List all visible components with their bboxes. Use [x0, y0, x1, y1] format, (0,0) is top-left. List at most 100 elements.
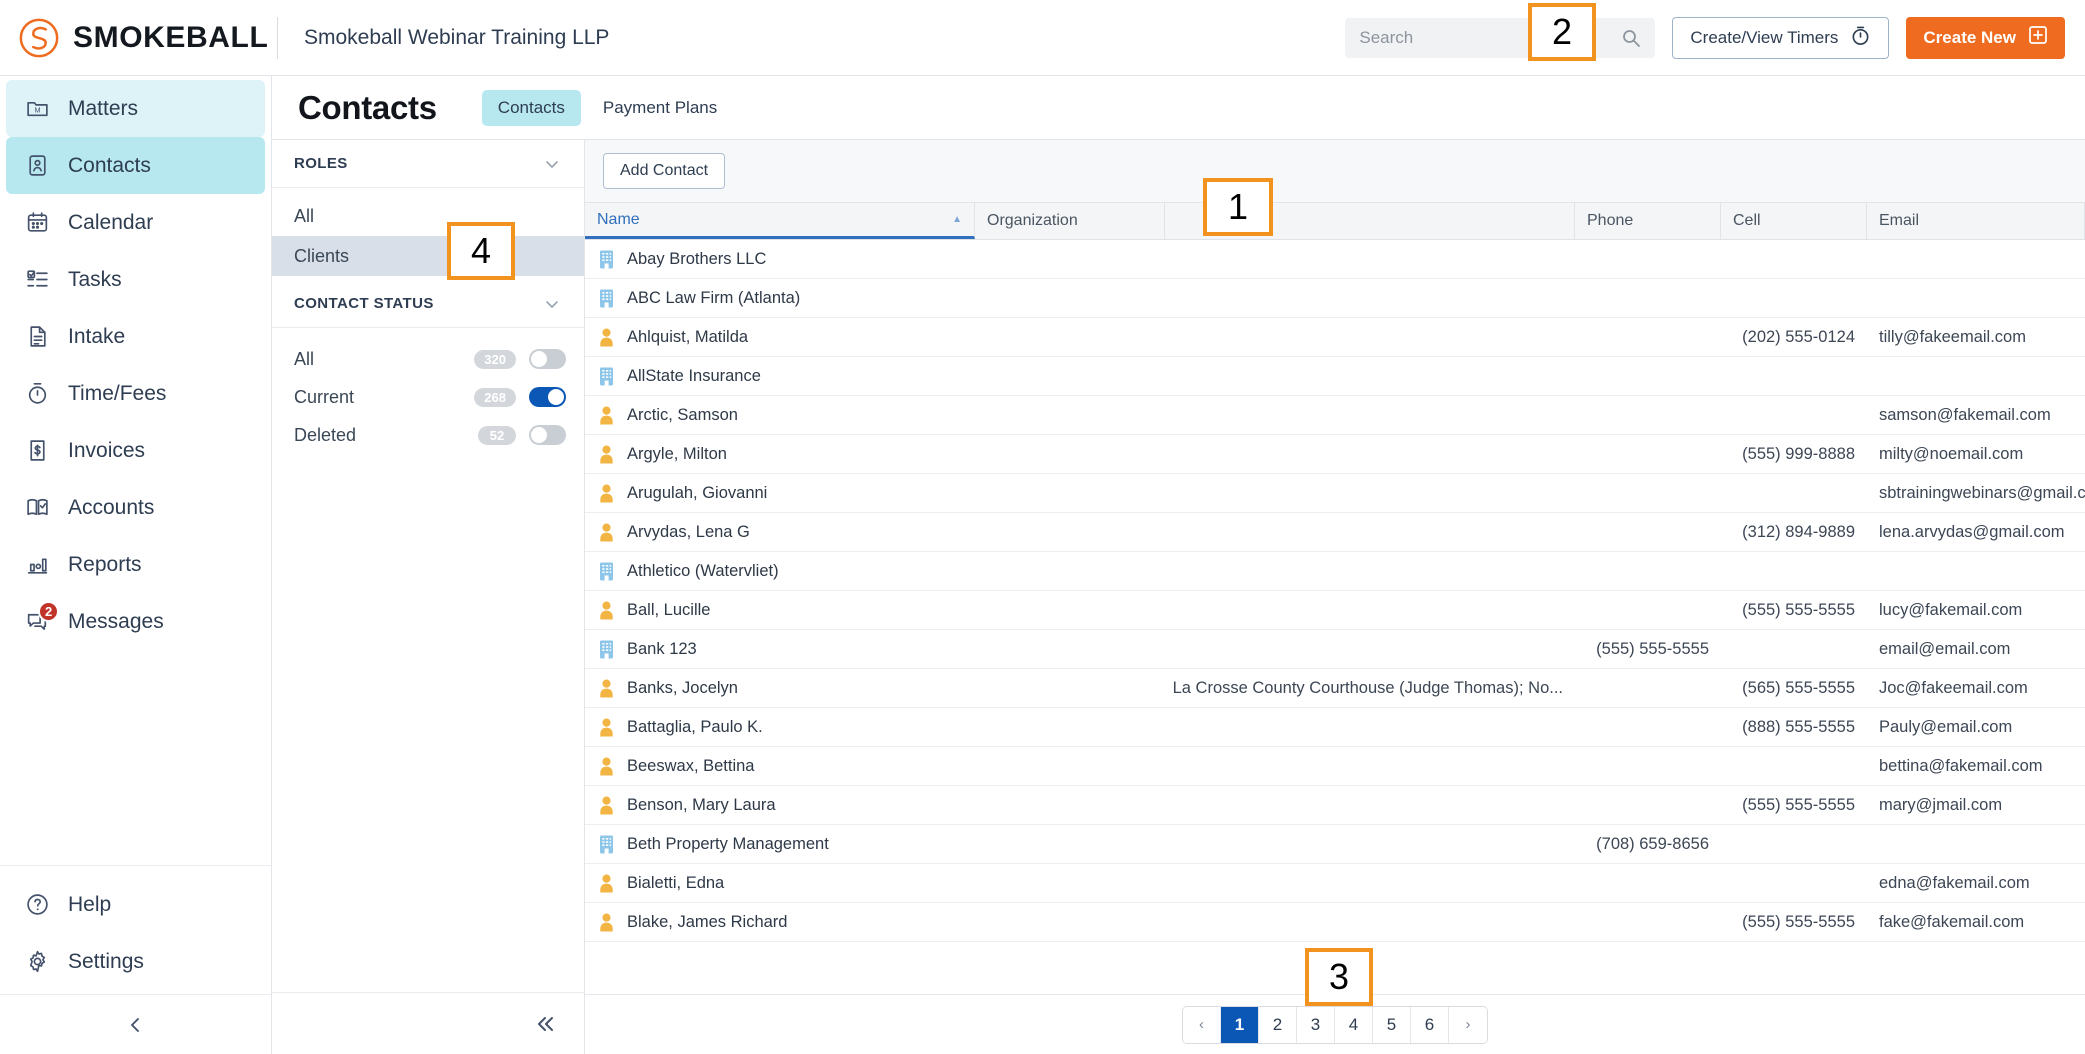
table-row[interactable]: Bialetti, Edna edna@fakemail.com	[585, 864, 2085, 903]
column-header-blank[interactable]	[1165, 203, 1575, 239]
cell-email: lucy@fakemail.com	[1879, 600, 2023, 619]
annotation-marker-1: 1	[1203, 178, 1273, 236]
create-view-timers-button[interactable]: Create/View Timers	[1672, 16, 1890, 59]
sidebar-item-label: Contacts	[68, 153, 151, 177]
filter-panel: ROLES All Clients CONTACT STATUS	[272, 140, 585, 1054]
search-icon[interactable]	[1621, 28, 1641, 48]
roles-section-header[interactable]: ROLES	[272, 140, 584, 188]
tab-contacts[interactable]: Contacts	[481, 89, 581, 126]
sidebar-item-tasks[interactable]: Tasks	[6, 251, 265, 308]
brand-logo[interactable]: SMOKEBALL	[18, 17, 273, 59]
table-row[interactable]: Bank 123 (555) 555-5555 email@email.com	[585, 630, 2085, 669]
bar-chart-icon	[24, 551, 51, 578]
sidebar-item-reports[interactable]: Reports	[6, 536, 265, 593]
table-row[interactable]: Beeswax, Bettina bettina@fakemail.com	[585, 747, 2085, 786]
table-row[interactable]: Blake, James Richard (555) 555-5555 fake@f…	[585, 903, 2085, 942]
table-row[interactable]: Arctic, Samson samson@fakemail.com	[585, 396, 2085, 435]
table-row[interactable]: Arugulah, Giovanni sbtrainingwebinars@gma…	[585, 474, 2085, 513]
create-new-button[interactable]: Create New	[1906, 16, 2065, 59]
column-header-cell[interactable]: Cell	[1721, 203, 1867, 239]
sidebar-item-intake[interactable]: Intake	[6, 308, 265, 365]
table-row[interactable]: Beth Property Management (708) 659-8656	[585, 825, 2085, 864]
pagination-page-4[interactable]: 4	[1335, 1006, 1373, 1043]
pagination-page-5[interactable]: 5	[1373, 1006, 1411, 1043]
cell-name: ABC Law Firm (Atlanta)	[585, 289, 975, 308]
role-option-all[interactable]: All	[294, 205, 315, 226]
pagination-page-3[interactable]: 3	[1297, 1006, 1335, 1043]
pagination-page-2[interactable]: 2	[1259, 1006, 1297, 1043]
sidebar-item-invoices[interactable]: Invoices	[6, 422, 265, 479]
person-icon	[597, 757, 616, 776]
sidebar-item-messages[interactable]: 2 Messages	[6, 593, 265, 650]
column-header-email[interactable]: Email	[1867, 203, 2085, 239]
table-row[interactable]: Ball, Lucille (555) 555-5555 lucy@fakemail…	[585, 591, 2085, 630]
table-row[interactable]: Banks, Jocelyn La Crosse County Courthous…	[585, 669, 2085, 708]
table-header-row: Name ▲ Organization Phone Cell Email	[585, 202, 2085, 240]
pagination-page-1[interactable]: 1	[1221, 1006, 1259, 1043]
cell-email: lena.arvydas@gmail.com	[1879, 522, 2065, 541]
add-contact-button[interactable]: Add Contact	[603, 153, 726, 189]
contact-name: Banks, Jocelyn	[627, 678, 738, 697]
annotation-marker-2: 2	[1528, 3, 1596, 61]
stopwatch-icon	[1850, 25, 1871, 51]
sidebar-item-contacts[interactable]: Contacts	[6, 137, 265, 194]
search-input[interactable]: Search	[1345, 17, 1656, 58]
sidebar-item-label: Time/Fees	[68, 381, 167, 405]
table-row[interactable]: ABC Law Firm (Atlanta)	[585, 279, 2085, 318]
stopwatch-icon	[24, 380, 51, 407]
contact-name: Battaglia, Paulo K.	[627, 717, 763, 736]
cell-email: Joc@fakeemail.com	[1879, 678, 2028, 697]
person-icon	[597, 874, 616, 893]
column-header-label: Phone	[1587, 212, 1634, 229]
status-toggle-deleted[interactable]	[529, 425, 566, 445]
organization-icon	[597, 250, 616, 269]
chevron-down-icon	[542, 294, 562, 314]
cell-email: milty@noemail.com	[1879, 444, 2024, 463]
sidebar-item-time-fees[interactable]: Time/Fees	[6, 365, 265, 422]
table-row[interactable]: Athletico (Watervliet)	[585, 552, 2085, 591]
table-row[interactable]: Argyle, Milton (555) 999-8888 milty@noemai…	[585, 435, 2085, 474]
status-option-current[interactable]: Current 268	[272, 378, 584, 416]
sidebar-nav: M Matters Contacts Calendar Tasks Intake Time/…	[0, 80, 271, 650]
contact-name: Athletico (Watervliet)	[627, 561, 779, 580]
sidebar-collapse-button[interactable]	[0, 994, 271, 1054]
contact-status-section-header[interactable]: CONTACT STATUS	[272, 280, 584, 328]
status-toggle-all[interactable]	[529, 349, 566, 369]
role-option-clients[interactable]: Clients	[272, 236, 584, 276]
status-option-label: Deleted	[294, 424, 357, 445]
contact-name: Beeswax, Bettina	[627, 756, 755, 775]
sidebar-item-settings[interactable]: Settings	[6, 933, 265, 990]
status-option-all[interactable]: All 320	[272, 340, 584, 378]
column-header-phone[interactable]: Phone	[1575, 203, 1721, 239]
messages-badge: 2	[38, 601, 60, 622]
table-row[interactable]: AllState Insurance	[585, 357, 2085, 396]
contact-name: Benson, Mary Laura	[627, 795, 776, 814]
sidebar-item-matters[interactable]: M Matters	[6, 80, 265, 137]
sidebar-item-help[interactable]: Help	[6, 876, 265, 933]
column-header-organization[interactable]: Organization	[975, 203, 1165, 239]
brand-name: SMOKEBALL	[73, 20, 269, 54]
pagination-next-button[interactable]: ›	[1449, 1006, 1487, 1043]
filter-panel-collapse-button[interactable]	[272, 992, 584, 1054]
column-header-name[interactable]: Name ▲	[585, 203, 975, 239]
invoice-dollar-icon	[24, 437, 51, 464]
status-option-deleted[interactable]: Deleted 52	[272, 416, 584, 454]
contact-status-options: All 320 Current 268 Deleted 52	[272, 328, 584, 460]
contact-name: Abay Brothers LLC	[627, 249, 767, 268]
table-row[interactable]: Benson, Mary Laura (555) 555-5555 mary@jma…	[585, 786, 2085, 825]
cell-name: Ball, Lucille	[585, 601, 975, 620]
pagination-page-6[interactable]: 6	[1411, 1006, 1449, 1043]
table-row[interactable]: Arvydas, Lena G (312) 894-9889 lena.arvyda…	[585, 513, 2085, 552]
sidebar-item-calendar[interactable]: Calendar	[6, 194, 265, 251]
contact-name: Bank 123	[627, 639, 697, 658]
table-row[interactable]: Abay Brothers LLC	[585, 240, 2085, 279]
cell-mobile: (555) 999-8888	[1742, 444, 1855, 463]
table-row[interactable]: Ahlquist, Matilda (202) 555-0124 tilly@fak…	[585, 318, 2085, 357]
sidebar-item-accounts[interactable]: Accounts	[6, 479, 265, 536]
status-toggle-current[interactable]	[529, 387, 566, 407]
pagination-prev-button[interactable]: ‹	[1183, 1006, 1221, 1043]
table-row[interactable]: Battaglia, Paulo K. (888) 555-5555 Pauly@e…	[585, 708, 2085, 747]
id-badge-icon	[24, 152, 51, 179]
tab-payment-plans[interactable]: Payment Plans	[602, 97, 718, 117]
